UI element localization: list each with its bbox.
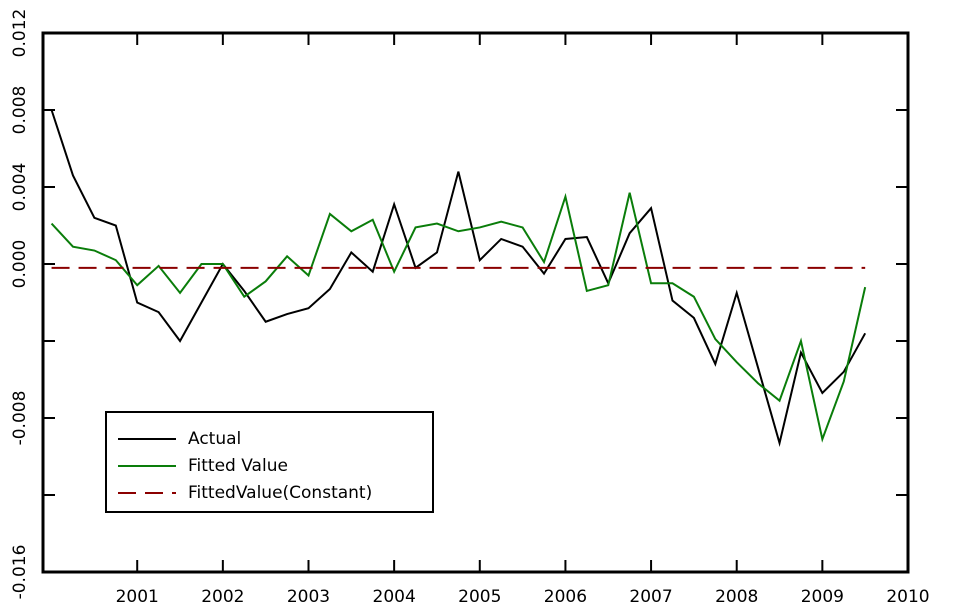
x-tick-label: 2002 [201, 587, 244, 607]
legend-label: FittedValue(Constant) [188, 483, 372, 503]
series-line [50, 109, 867, 447]
x-tick-label: 2004 [373, 587, 416, 607]
x-tick-label: 2007 [629, 587, 672, 607]
y-tick-label: -0.016 [10, 545, 30, 600]
x-tick-label: 2003 [287, 587, 330, 607]
y-tick-label: 0.004 [10, 163, 30, 212]
x-tick-label: 2009 [801, 587, 844, 607]
legend-label: Fitted Value [188, 456, 288, 476]
x-tick-label: 2005 [458, 587, 501, 607]
x-tick-label: 2010 [886, 587, 929, 607]
x-tick-label: 2001 [116, 587, 159, 607]
x-tick-label: 2006 [544, 587, 587, 607]
plot-frame [41, 31, 910, 574]
legend-box [105, 411, 434, 513]
y-tick-label: 0.012 [10, 9, 30, 58]
y-tick-label: 0.000 [10, 240, 30, 289]
y-tick-label: -0.008 [10, 391, 30, 446]
legend-label: Actual [188, 429, 241, 449]
series-line [50, 192, 867, 443]
x-tick-label: 2008 [715, 587, 758, 607]
y-tick-label: 0.008 [10, 86, 30, 135]
